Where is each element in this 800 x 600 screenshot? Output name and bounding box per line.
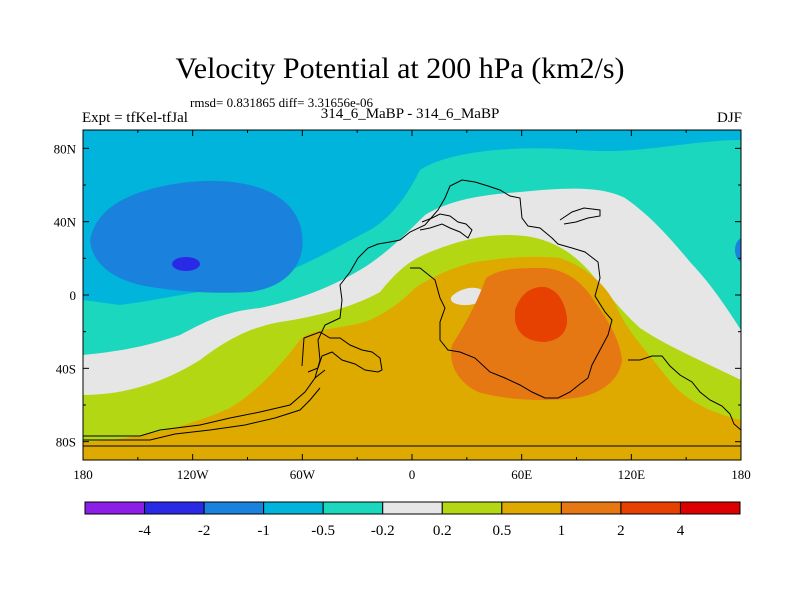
colorbar-swatch	[144, 501, 205, 515]
colorbar-label: 1	[558, 523, 566, 539]
y-tick-label: 40N	[54, 215, 77, 230]
stats-label: rmsd= 0.831865 diff= 3.31656e-06	[190, 95, 374, 110]
x-tick-label: 0	[409, 467, 416, 482]
contour-band-2	[515, 286, 568, 342]
colorbar-swatch	[620, 501, 681, 515]
season-label: DJF	[716, 110, 742, 126]
contour-band-0.2-patch	[450, 287, 485, 306]
colorbar-swatch	[203, 501, 265, 515]
runs-label: 314_6_MaBP - 314_6_MaBP	[320, 106, 500, 122]
colorbar-swatch	[501, 501, 562, 515]
colorbar-swatch	[263, 501, 324, 515]
filled-contours	[83, 130, 741, 460]
colorbar-label: 0.2	[433, 523, 452, 539]
contour-band--4	[172, 257, 200, 271]
colorbar-swatch	[679, 501, 741, 515]
colorbar-label: -0.2	[371, 523, 395, 539]
x-tick-label: 180	[73, 467, 93, 482]
y-tick-label: 0	[70, 288, 77, 303]
colorbar-label: -2	[198, 523, 211, 539]
colorbar-swatch	[382, 501, 443, 515]
x-tick-label: 120W	[177, 467, 210, 482]
y-tick-label: 80N	[54, 141, 77, 156]
color-bar: -4 -2 -1 -0.5 -0.2 0.2 0.5 1 2 4	[84, 501, 741, 539]
colorbar-swatch	[322, 501, 384, 515]
colorbar-label: 4	[677, 523, 685, 539]
colorbar-swatch	[84, 501, 146, 515]
contour-band--2	[90, 180, 303, 293]
colorbar-swatch	[441, 501, 503, 515]
colorbar-swatch	[560, 501, 622, 515]
coastlines	[83, 179, 741, 447]
y-tick-label: 40S	[56, 361, 76, 376]
contour-band--2-edge	[735, 238, 741, 262]
plot-title: Velocity Potential at 200 hPa (km2/s)	[175, 52, 625, 85]
colorbar-label: -0.5	[311, 523, 335, 539]
colorbar-label: 0.5	[492, 523, 511, 539]
x-axis: 180 120W 60W 0 60E 120E 180	[73, 130, 751, 482]
y-axis: 80N 40N 0 40S 80S	[54, 141, 741, 450]
x-tick-label: 60E	[511, 467, 532, 482]
y-tick-label: 80S	[56, 435, 76, 450]
x-tick-label: 60W	[290, 467, 316, 482]
x-tick-label: 120E	[618, 467, 646, 482]
colorbar-label: 2	[617, 523, 625, 539]
experiment-label: Expt = tfKel-tfJal	[82, 110, 188, 126]
x-tick-label: 180	[731, 467, 751, 482]
colorbar-label: -4	[138, 523, 151, 539]
colorbar-label: -1	[257, 523, 270, 539]
